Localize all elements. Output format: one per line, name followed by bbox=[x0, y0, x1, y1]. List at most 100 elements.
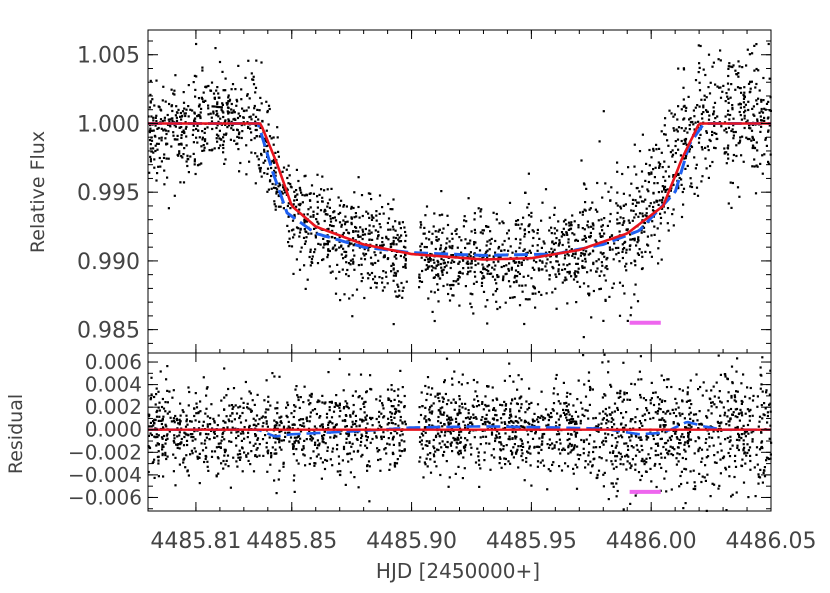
data-point bbox=[478, 485, 481, 488]
data-point bbox=[755, 164, 758, 167]
data-point bbox=[628, 462, 631, 465]
data-point bbox=[658, 199, 661, 202]
data-point bbox=[189, 108, 192, 111]
data-point bbox=[192, 129, 195, 132]
data-point bbox=[209, 416, 212, 420]
data-point bbox=[394, 254, 397, 257]
data-point bbox=[582, 336, 585, 339]
data-point bbox=[516, 388, 519, 391]
data-point bbox=[187, 171, 190, 174]
data-point bbox=[537, 451, 540, 454]
data-point bbox=[172, 419, 175, 422]
data-point bbox=[447, 399, 450, 402]
data-point bbox=[523, 235, 526, 238]
data-point bbox=[438, 400, 441, 403]
data-point bbox=[151, 129, 154, 132]
data-point bbox=[372, 225, 375, 228]
data-point bbox=[400, 401, 403, 404]
data-point bbox=[643, 230, 646, 233]
data-point bbox=[383, 448, 386, 451]
data-point bbox=[693, 128, 696, 131]
data-point bbox=[567, 221, 571, 224]
data-point bbox=[765, 459, 768, 462]
data-point bbox=[237, 430, 240, 433]
data-point bbox=[278, 469, 281, 472]
data-point bbox=[637, 238, 640, 241]
data-point bbox=[254, 120, 257, 123]
data-point bbox=[385, 452, 388, 455]
data-point bbox=[664, 133, 667, 136]
data-point bbox=[250, 72, 253, 75]
data-point bbox=[237, 456, 240, 459]
data-point bbox=[195, 406, 199, 409]
data-point bbox=[727, 391, 730, 394]
data-point bbox=[467, 423, 470, 426]
data-point bbox=[242, 116, 245, 119]
data-point bbox=[297, 435, 300, 438]
data-point bbox=[555, 275, 558, 278]
data-point bbox=[663, 133, 666, 136]
data-point bbox=[767, 130, 770, 133]
data-point bbox=[432, 438, 435, 442]
data-point bbox=[680, 470, 683, 473]
data-point bbox=[740, 464, 743, 467]
data-point bbox=[445, 357, 449, 360]
data-point bbox=[634, 463, 637, 466]
data-point bbox=[572, 252, 575, 255]
data-point bbox=[432, 402, 435, 405]
data-point bbox=[462, 225, 465, 228]
data-point bbox=[168, 120, 171, 123]
data-point bbox=[182, 458, 185, 461]
data-point bbox=[164, 442, 167, 445]
data-point bbox=[385, 275, 388, 278]
x-tick-label: 4486.05 bbox=[726, 529, 817, 554]
data-point bbox=[697, 44, 700, 47]
data-point bbox=[419, 456, 422, 459]
data-point bbox=[573, 220, 576, 223]
data-point bbox=[763, 414, 766, 417]
data-point bbox=[161, 120, 164, 123]
data-point bbox=[194, 117, 197, 120]
data-point bbox=[682, 142, 685, 145]
data-point bbox=[394, 411, 397, 414]
data-point bbox=[629, 420, 632, 423]
data-point bbox=[557, 244, 560, 247]
data-point bbox=[559, 415, 562, 418]
data-point bbox=[485, 225, 488, 228]
data-point bbox=[160, 127, 163, 130]
data-point bbox=[387, 437, 390, 440]
data-point bbox=[193, 112, 196, 115]
data-point bbox=[727, 88, 730, 91]
data-point bbox=[503, 249, 506, 252]
data-point bbox=[328, 249, 331, 253]
data-point bbox=[501, 243, 504, 246]
data-point bbox=[723, 129, 726, 132]
data-point bbox=[549, 469, 552, 473]
data-point bbox=[222, 419, 225, 423]
data-point bbox=[540, 219, 543, 222]
data-point bbox=[670, 488, 673, 491]
data-point bbox=[212, 112, 215, 115]
data-point bbox=[327, 421, 330, 424]
data-point bbox=[360, 194, 364, 197]
data-point bbox=[565, 278, 568, 281]
data-point bbox=[308, 403, 311, 406]
data-point bbox=[612, 282, 615, 285]
data-point bbox=[227, 465, 230, 468]
data-point bbox=[563, 402, 566, 405]
data-point bbox=[154, 149, 157, 153]
data-point bbox=[369, 418, 373, 421]
data-point bbox=[508, 362, 511, 365]
data-point bbox=[479, 215, 482, 218]
data-point bbox=[204, 457, 207, 460]
data-point bbox=[512, 456, 515, 459]
data-point bbox=[460, 239, 463, 242]
data-point bbox=[216, 456, 219, 459]
data-point bbox=[321, 434, 324, 437]
data-point bbox=[311, 409, 314, 412]
data-point bbox=[321, 175, 324, 178]
data-point bbox=[625, 468, 628, 471]
data-point bbox=[341, 233, 344, 236]
data-point bbox=[501, 279, 505, 282]
data-point bbox=[330, 187, 333, 190]
